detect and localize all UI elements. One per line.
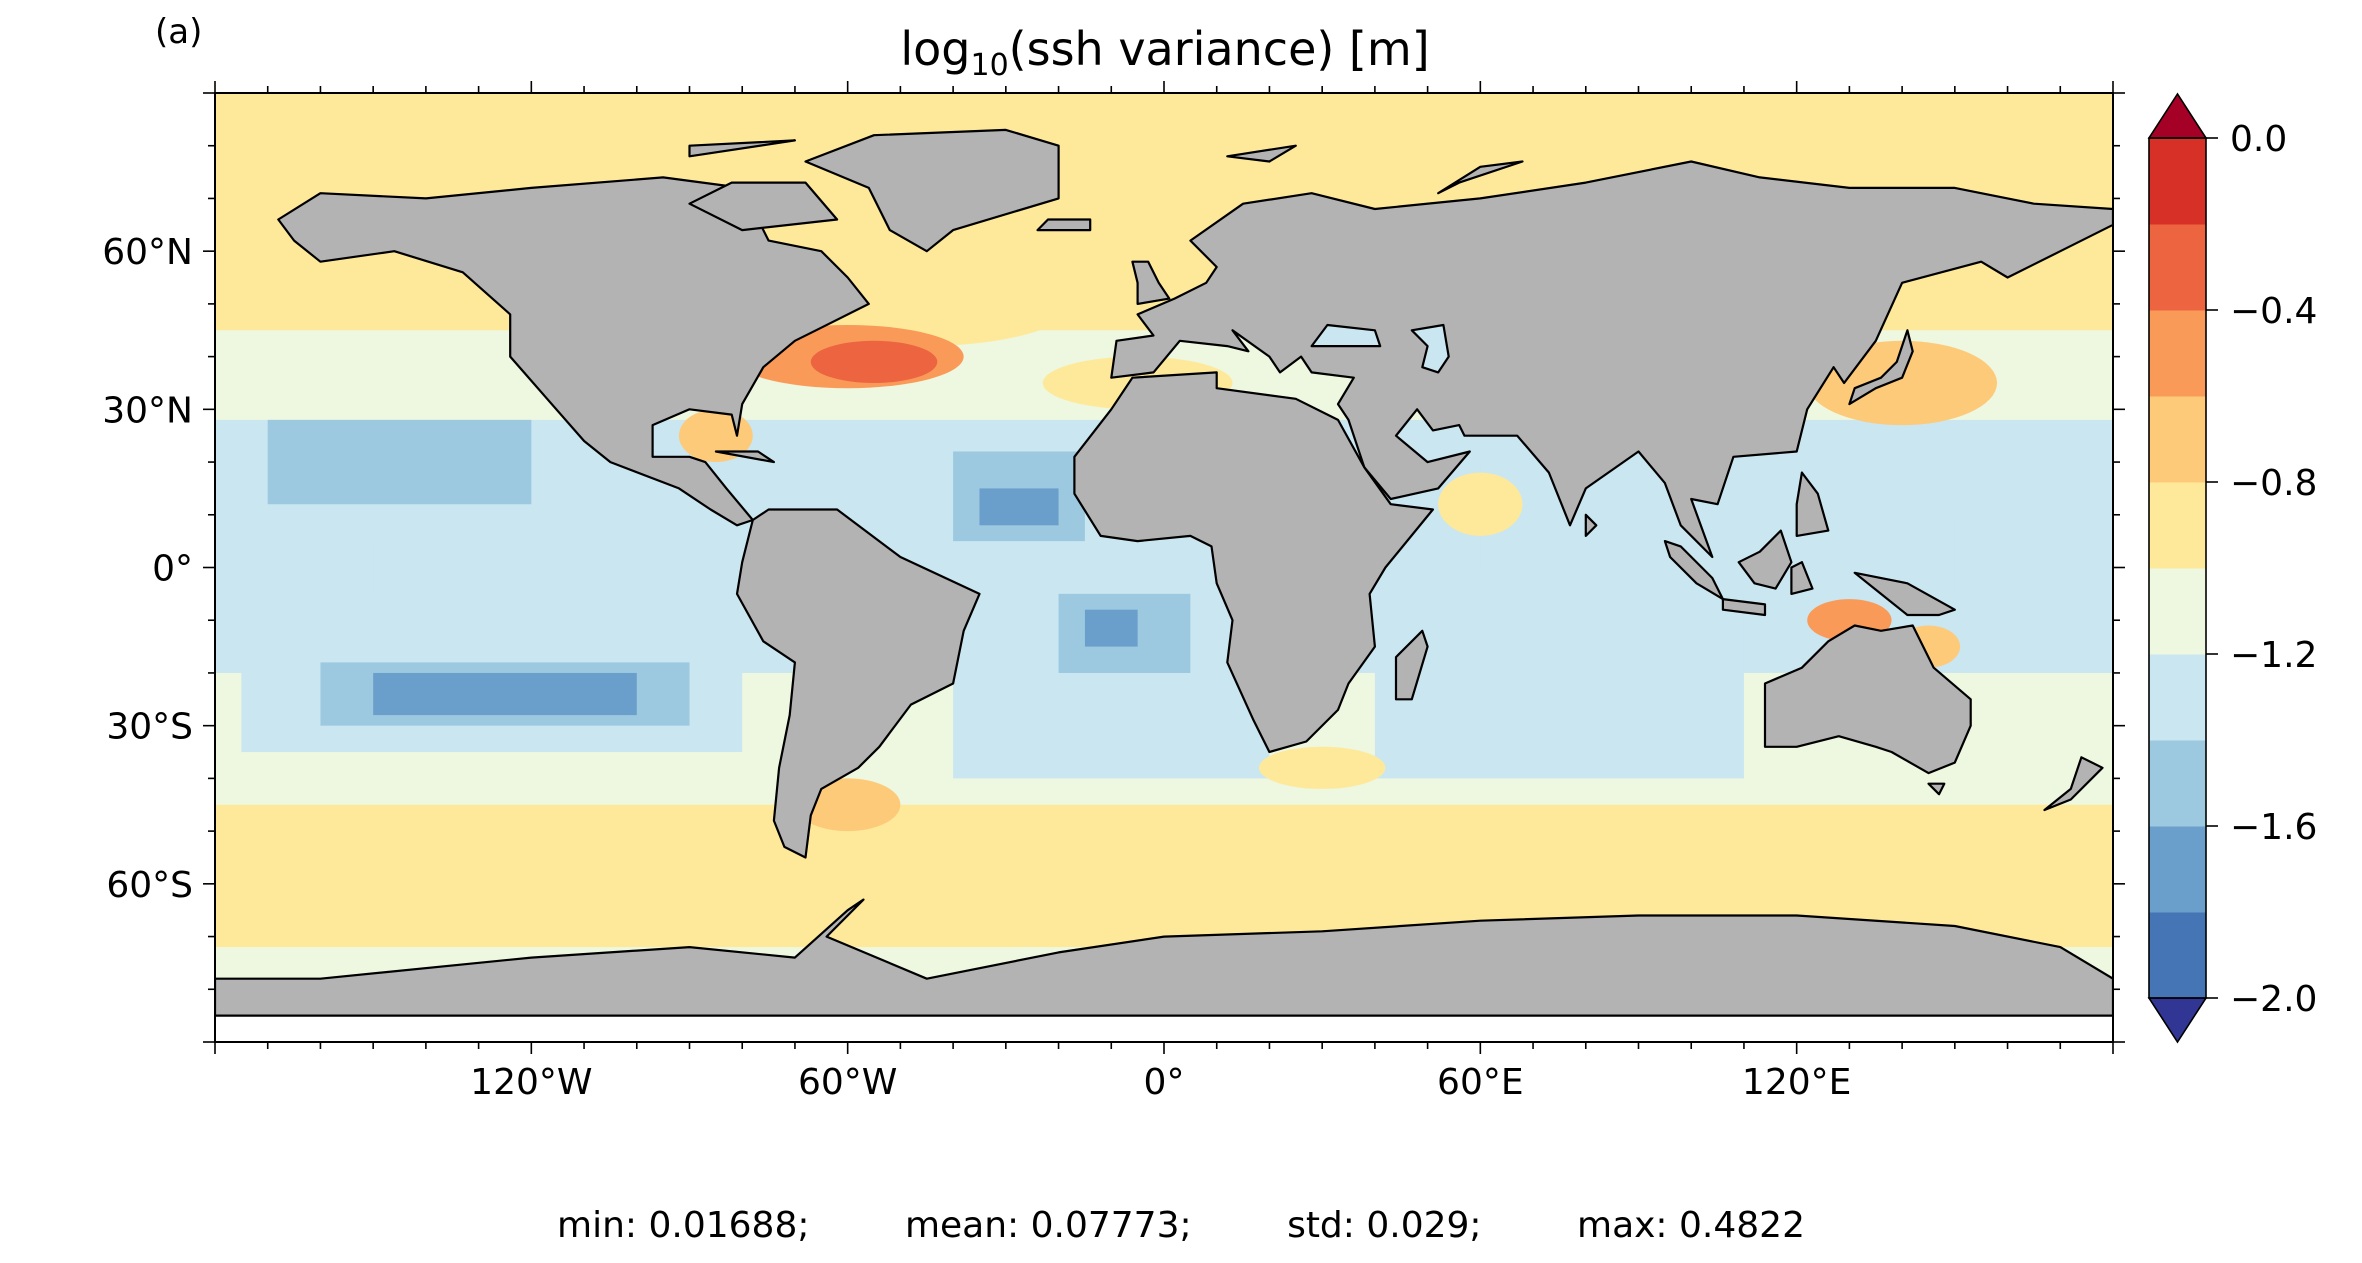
colorbar-segment bbox=[2149, 568, 2206, 655]
x-tick-label: 60°W bbox=[798, 1062, 897, 1103]
panel-label: (a) bbox=[155, 12, 203, 52]
title-suffix: (ssh variance) [m] bbox=[1008, 22, 1430, 76]
colorbar-segment bbox=[2149, 482, 2206, 569]
x-tick-label: 60°E bbox=[1437, 1062, 1524, 1103]
field-patch bbox=[979, 488, 1059, 526]
colorbar-under-arrow bbox=[2147, 997, 2208, 1044]
land-australia bbox=[1763, 624, 1972, 775]
stat-mean: mean: 0.07773; bbox=[904, 1205, 1192, 1246]
axes: 120°W 60°W 0° 60°E 120°E 60°N 30°N 0° 30°S 60°S bbox=[102, 81, 2125, 1103]
y-tick-label: 60°S bbox=[106, 865, 193, 906]
y-tick-label: 0° bbox=[152, 549, 193, 590]
land-tasmania bbox=[1927, 782, 1946, 796]
land-scandinavia-arctic bbox=[688, 139, 796, 158]
colorbar: 0.0 −0.4 −0.8 −1.2 −1.6 −2.0 bbox=[2147, 92, 2317, 1044]
field-patch bbox=[810, 340, 938, 383]
colorbar-frame bbox=[2148, 137, 2207, 999]
title-prefix: log bbox=[900, 22, 971, 76]
figure-title: log10(ssh variance) [m] bbox=[0, 22, 2330, 83]
land-greenland bbox=[804, 128, 1060, 253]
stat-min: min: 0.01688; bbox=[557, 1205, 810, 1246]
land-eurasia bbox=[1110, 160, 2113, 559]
land-south-america bbox=[735, 508, 981, 859]
colorbar-tick-label: −1.2 bbox=[2230, 635, 2317, 676]
field-patch bbox=[215, 541, 374, 594]
colorbar-segment bbox=[2149, 224, 2206, 311]
field-patch bbox=[1954, 514, 2113, 594]
land-new-guinea bbox=[1853, 571, 1956, 617]
x-tick-label: 0° bbox=[1144, 1062, 1185, 1103]
stat-max: max: 0.4822 bbox=[1577, 1205, 1805, 1246]
field-patch bbox=[267, 419, 532, 505]
land-borneo bbox=[1737, 529, 1793, 590]
land-new-zealand bbox=[2043, 756, 2104, 812]
stats-line: min: 0.01688; mean: 0.07773; std: 0.029;… bbox=[0, 1205, 2362, 1246]
colorbar-segment bbox=[2149, 826, 2206, 913]
land-novaya-zemlya bbox=[1437, 160, 1524, 195]
colorbar-segment bbox=[2149, 912, 2206, 999]
land-madagascar bbox=[1394, 629, 1429, 701]
field-patch bbox=[1258, 746, 1386, 789]
land-sri-lanka bbox=[1584, 513, 1598, 537]
field-patch bbox=[1374, 593, 1744, 779]
field-patch bbox=[1438, 472, 1523, 536]
colorbar-tick-label: 0.0 bbox=[2230, 119, 2287, 160]
colorbar-tick-label: −0.8 bbox=[2230, 463, 2317, 504]
land-caspian-sea bbox=[1410, 323, 1450, 374]
map-area bbox=[215, 93, 2113, 1042]
land-uk bbox=[1131, 260, 1171, 305]
colorbar-tick-label: −0.4 bbox=[2230, 291, 2317, 332]
y-tick-label: 30°N bbox=[102, 390, 193, 431]
land-africa bbox=[1073, 371, 1434, 754]
colorbar-segment bbox=[2149, 740, 2206, 827]
stat-std: std: 0.029; bbox=[1287, 1205, 1482, 1246]
land-sulawesi bbox=[1790, 561, 1814, 595]
land-japan bbox=[1848, 329, 1914, 406]
land-antarctica bbox=[215, 898, 2113, 1017]
land-baffin bbox=[688, 181, 839, 232]
land-java bbox=[1721, 598, 1767, 617]
colorbar-tick-label: −1.6 bbox=[2230, 807, 2317, 848]
colorbar-over-arrow bbox=[2147, 92, 2208, 139]
colorbar-tick-label: −2.0 bbox=[2230, 979, 2317, 1020]
land-black-sea bbox=[1310, 323, 1382, 348]
x-tick-label: 120°E bbox=[1742, 1062, 1851, 1103]
field-patch bbox=[1084, 609, 1138, 647]
colorbar-segment bbox=[2149, 396, 2206, 483]
land-north-america bbox=[277, 176, 870, 527]
title-subscript: 10 bbox=[970, 48, 1009, 84]
land-philippines bbox=[1795, 471, 1830, 537]
field-patch bbox=[241, 825, 505, 890]
colorbar-segment bbox=[2149, 310, 2206, 397]
colorbar-segment bbox=[2149, 654, 2206, 741]
land-layer bbox=[215, 128, 2113, 1017]
field-patch bbox=[768, 240, 1085, 347]
x-tick-label: 120°W bbox=[470, 1062, 592, 1103]
y-tick-label: 30°S bbox=[106, 707, 193, 748]
land-cuba bbox=[714, 450, 775, 464]
land-svalbard bbox=[1226, 144, 1297, 163]
field-patch bbox=[373, 672, 637, 716]
land-iceland bbox=[1036, 218, 1092, 232]
colorbar-segment bbox=[2149, 138, 2206, 225]
y-tick-label: 60°N bbox=[102, 232, 193, 273]
